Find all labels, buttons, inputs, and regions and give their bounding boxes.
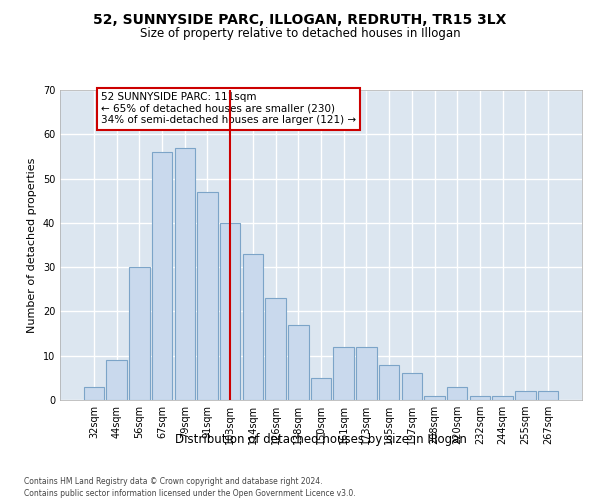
Bar <box>84 386 104 400</box>
Bar <box>470 396 490 400</box>
Text: Contains public sector information licensed under the Open Government Licence v3: Contains public sector information licen… <box>24 489 356 498</box>
Y-axis label: Number of detached properties: Number of detached properties <box>27 158 37 332</box>
Bar <box>197 192 218 400</box>
Bar <box>515 391 536 400</box>
Bar <box>129 267 149 400</box>
Bar <box>220 223 241 400</box>
Bar <box>288 324 308 400</box>
Bar <box>447 386 467 400</box>
Bar <box>356 347 377 400</box>
Bar <box>379 364 400 400</box>
Bar <box>152 152 172 400</box>
Text: Distribution of detached houses by size in Illogan: Distribution of detached houses by size … <box>175 432 467 446</box>
Bar <box>311 378 331 400</box>
Text: Contains HM Land Registry data © Crown copyright and database right 2024.: Contains HM Land Registry data © Crown c… <box>24 478 323 486</box>
Bar <box>175 148 195 400</box>
Bar <box>265 298 286 400</box>
Text: 52, SUNNYSIDE PARC, ILLOGAN, REDRUTH, TR15 3LX: 52, SUNNYSIDE PARC, ILLOGAN, REDRUTH, TR… <box>94 12 506 26</box>
Bar <box>493 396 513 400</box>
Bar <box>242 254 263 400</box>
Bar <box>106 360 127 400</box>
Bar <box>334 347 354 400</box>
Text: Size of property relative to detached houses in Illogan: Size of property relative to detached ho… <box>140 28 460 40</box>
Bar <box>401 374 422 400</box>
Bar <box>424 396 445 400</box>
Text: 52 SUNNYSIDE PARC: 111sqm
← 65% of detached houses are smaller (230)
34% of semi: 52 SUNNYSIDE PARC: 111sqm ← 65% of detac… <box>101 92 356 126</box>
Bar <box>538 391 558 400</box>
